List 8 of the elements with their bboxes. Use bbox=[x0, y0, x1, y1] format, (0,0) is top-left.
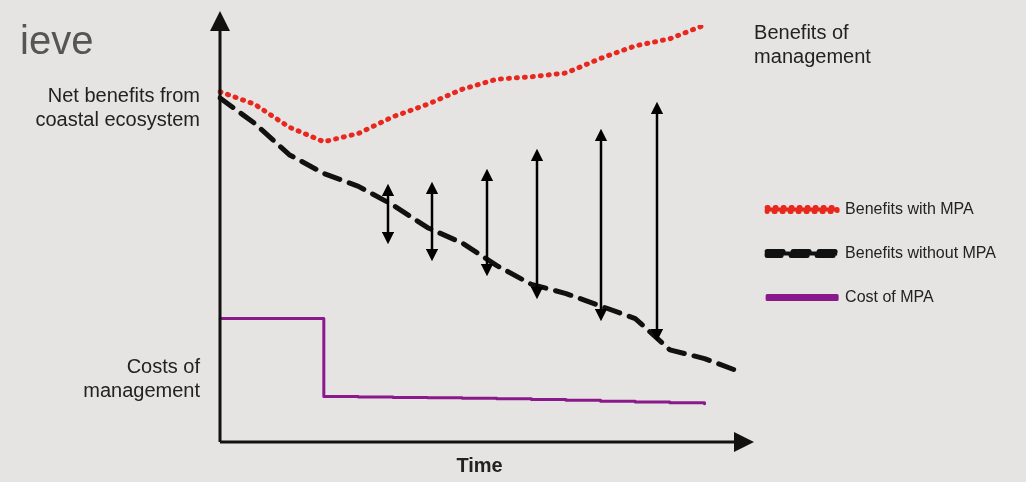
legend-label: Benefits with MPA bbox=[845, 199, 975, 217]
text: Net benefits from coastal ecosystem bbox=[35, 83, 200, 130]
chart-title: ieve bbox=[20, 18, 94, 63]
legend-label: Cost of MPA bbox=[845, 287, 935, 305]
text: Costs of management bbox=[83, 354, 201, 401]
text: Benefits of management bbox=[754, 21, 872, 68]
legend-label: Benefits without MPA bbox=[845, 243, 997, 261]
x-axis-title: Time bbox=[456, 453, 503, 476]
